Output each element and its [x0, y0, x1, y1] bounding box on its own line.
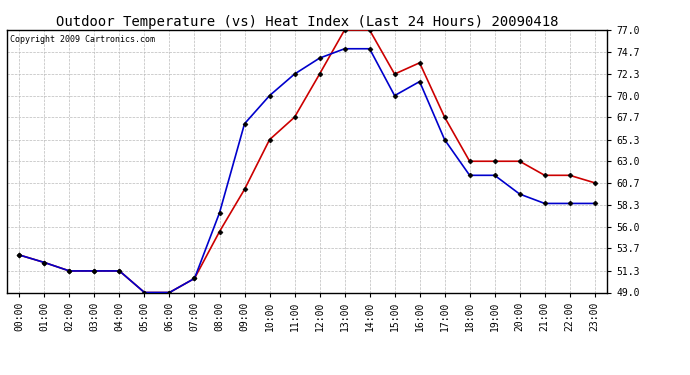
Title: Outdoor Temperature (vs) Heat Index (Last 24 Hours) 20090418: Outdoor Temperature (vs) Heat Index (Las…	[56, 15, 558, 29]
Text: Copyright 2009 Cartronics.com: Copyright 2009 Cartronics.com	[10, 35, 155, 44]
